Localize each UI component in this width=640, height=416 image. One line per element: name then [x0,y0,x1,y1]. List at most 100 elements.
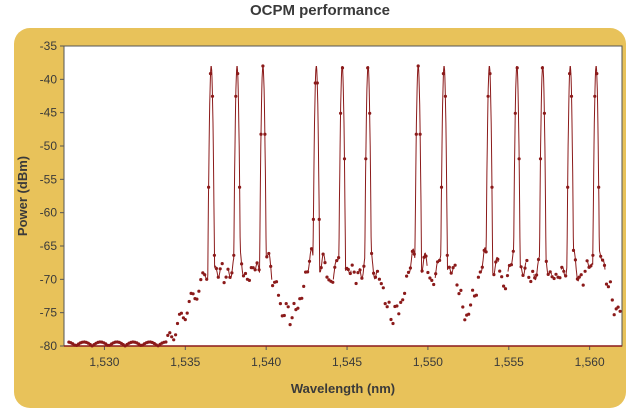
data-point [319,266,323,270]
data-point [405,274,409,278]
x-tick-label: 1,540 [251,355,281,369]
x-tick-label: 1,530 [89,355,119,369]
y-tick-label: -75 [40,306,58,320]
data-point [379,282,383,286]
data-point [558,276,562,280]
data-point [542,111,547,115]
data-point [389,317,393,322]
data-point [573,258,578,262]
data-point [170,335,174,339]
data-point [224,275,228,279]
data-point [381,286,385,290]
y-axis-label: Power (dBm) [15,156,30,236]
data-point [220,262,224,266]
data-point [383,302,387,306]
data-point [498,269,502,273]
data-point [486,94,490,98]
data-point [447,265,451,269]
data-point [282,313,286,318]
data-point [309,247,314,251]
data-point [362,264,366,268]
data-point [321,252,325,256]
x-tick-label: 1,535 [170,355,200,369]
data-point [449,271,453,275]
data-point [540,66,545,70]
data-point [548,270,552,274]
data-point [395,304,399,308]
data-point [414,132,418,136]
data-point [340,66,345,70]
data-point [315,81,319,85]
data-point [430,278,434,282]
data-point [536,257,541,262]
data-point [296,306,300,310]
data-point [179,311,183,315]
data-point [325,275,329,279]
data-point [571,248,576,252]
data-point [195,297,199,301]
data-point [494,260,498,264]
data-point [519,265,523,269]
data-point [401,298,405,302]
data-point [476,275,480,279]
data-point [377,277,381,281]
data-point [461,305,465,309]
data-point [323,261,327,265]
data-point [348,271,352,276]
data-point [612,313,616,317]
data-point [538,157,543,161]
data-point [432,282,436,287]
data-point [455,283,459,287]
data-point [428,276,432,280]
data-point [212,253,216,257]
data-point [399,300,403,304]
data-point [183,318,187,322]
data-point [284,302,288,306]
data-point [199,278,203,282]
data-point [457,292,461,296]
data-point [241,274,246,278]
data-point [372,271,376,275]
data-point [535,273,539,277]
data-point [356,271,360,275]
data-point [474,293,478,297]
data-point [240,262,244,266]
data-point [602,263,607,267]
data-point [175,321,180,326]
data-point [552,276,556,281]
data-point [408,266,412,270]
data-point [214,266,218,271]
data-point [488,72,492,76]
data-point [599,254,603,258]
data-point [364,157,368,161]
data-point [577,275,581,279]
data-point [247,278,251,282]
data-point [521,273,525,277]
data-point [595,72,599,76]
data-point [205,277,209,281]
data-point [373,275,378,279]
data-point [500,275,504,279]
y-tick-label: -35 [40,39,58,53]
data-point [210,94,215,98]
data-point [387,300,391,304]
data-point [337,256,341,260]
x-axis: 1,530 1,535 1,540 1,545 1,550 1,555 1,560 [89,346,605,369]
data-point [533,276,537,280]
data-point [451,266,455,270]
data-point [366,66,370,70]
data-point [509,263,513,267]
y-tick-label: -80 [40,339,58,353]
data-point [350,263,354,267]
data-point [583,269,587,273]
y-tick-label: -50 [40,139,58,153]
peak-line [307,66,326,273]
data-point [527,275,531,279]
data-point [492,273,496,277]
data-point [523,266,527,270]
data-point [591,253,595,257]
peak-line [480,66,499,276]
data-point [606,285,611,289]
data-point [391,321,395,326]
data-point [478,270,482,274]
